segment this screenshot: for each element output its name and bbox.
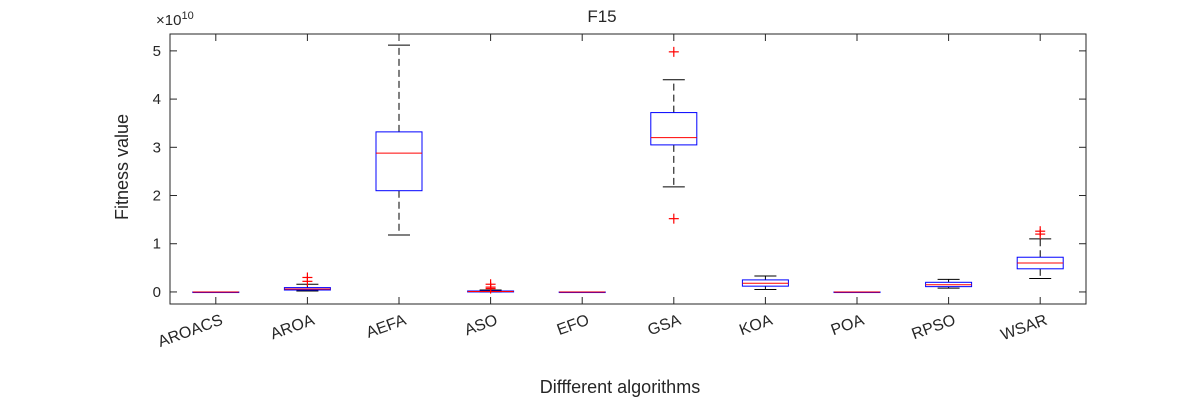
outlier-point [1035, 226, 1046, 237]
box-efo [558, 291, 606, 294]
y-tick-label: 4 [153, 91, 161, 108]
x-tick-label: AEFA [364, 312, 409, 342]
box-aroa [283, 272, 331, 292]
y-tick-label: 5 [153, 43, 161, 60]
svg-text:×1010: ×1010 [156, 10, 194, 29]
box-gsa [650, 46, 698, 224]
box-poa [833, 291, 881, 294]
x-axis-ticks: AROACS AROA AEFA ASO EFO GSA KOA POA RPSO WSAR [156, 34, 1050, 351]
iqr-box [375, 131, 423, 192]
x-tick-label: RPSO [910, 312, 958, 343]
iqr-box [650, 112, 698, 146]
outlier-point [302, 272, 313, 283]
outlier-point [485, 279, 496, 290]
y-exponent-base: ×10 [156, 12, 181, 29]
chart-title: F15 [587, 7, 616, 26]
box-koa [741, 275, 789, 291]
y-axis-ticks: 0 1 2 3 4 5 [153, 43, 1086, 301]
plot-area-frame [169, 33, 1087, 305]
y-axis-label: Fitness value [112, 114, 132, 220]
x-tick-label: GSA [646, 312, 684, 340]
box-aso [467, 279, 515, 294]
outlier-point [668, 213, 679, 224]
x-tick-label: KOA [737, 312, 775, 340]
outlier-point [668, 46, 679, 57]
x-tick-label: POA [829, 312, 867, 340]
box-aefa [375, 44, 423, 236]
box-wsar [1016, 226, 1064, 279]
x-tick-label: AROACS [156, 312, 225, 351]
x-axis-label: Diffferent algorithms [540, 377, 700, 397]
y-tick-label: 3 [153, 139, 161, 156]
y-exponent-label: ×1010 [156, 10, 194, 29]
x-tick-label: WSAR [999, 312, 1050, 344]
y-tick-label: 2 [153, 188, 161, 205]
box-aroacs [192, 291, 240, 294]
x-tick-label: AROA [268, 312, 317, 344]
x-tick-label: EFO [555, 312, 592, 339]
y-exponent-power: 10 [181, 10, 193, 22]
y-tick-label: 0 [153, 284, 161, 301]
box-rpso [925, 278, 973, 289]
y-tick-label: 1 [153, 236, 161, 253]
box-series [192, 44, 1064, 294]
x-tick-label: ASO [462, 312, 500, 340]
